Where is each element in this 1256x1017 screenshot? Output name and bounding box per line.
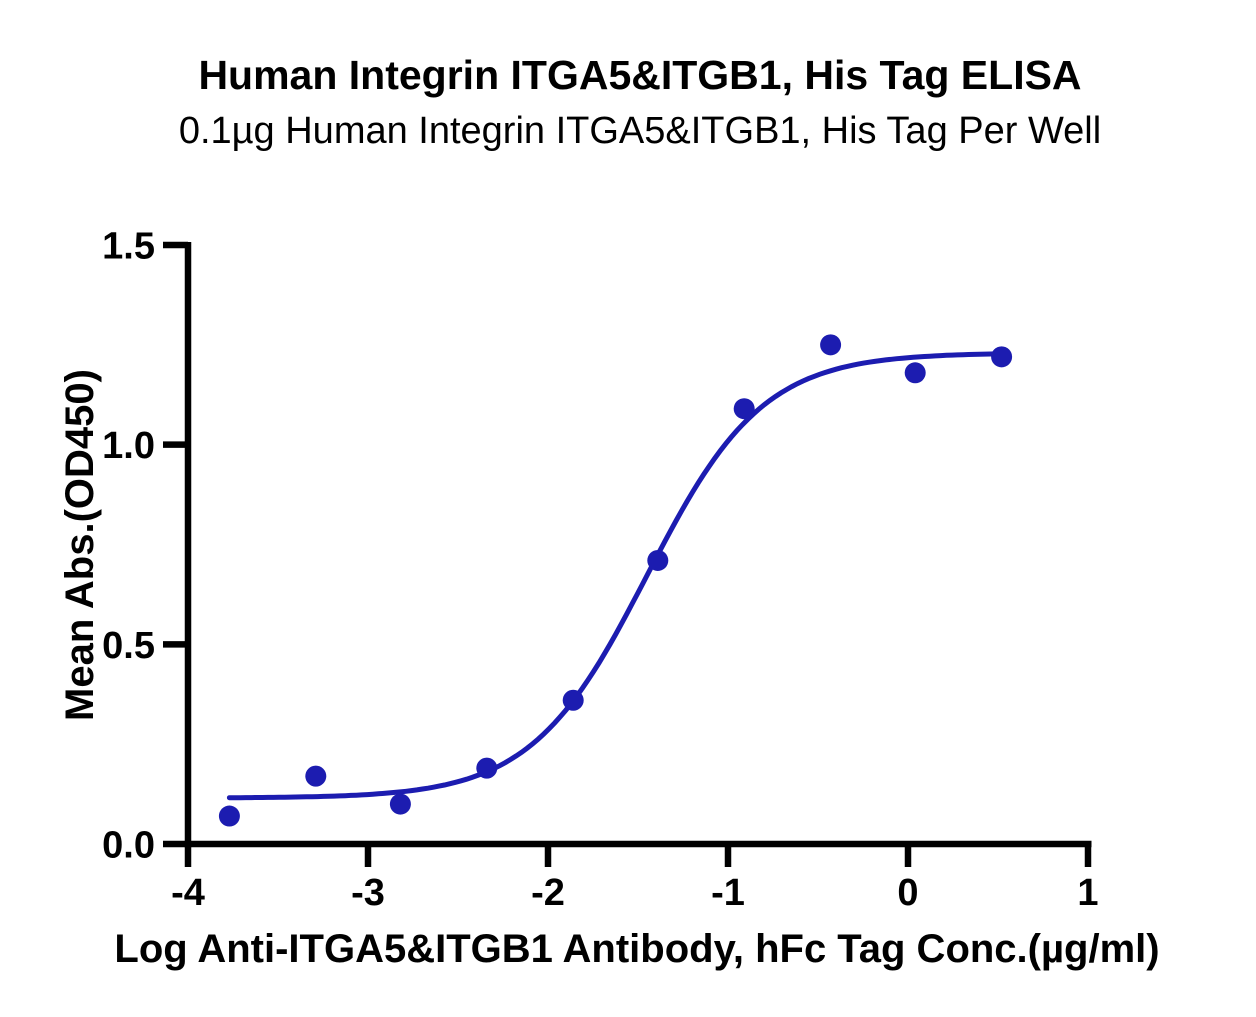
x-tick-label: -3 bbox=[351, 872, 385, 914]
x-axis-label: Log Anti-ITGA5&ITGB1 Antibody, hFc Tag C… bbox=[114, 927, 1159, 971]
data-point bbox=[389, 793, 411, 815]
x-tick-label: -4 bbox=[171, 872, 205, 914]
data-point bbox=[820, 334, 842, 356]
x-tick-label: 0 bbox=[897, 872, 918, 914]
data-points bbox=[218, 334, 1013, 827]
fit-curve-line bbox=[226, 351, 1005, 801]
chart-subtitle: 0.1µg Human Integrin ITGA5&ITGB1, His Ta… bbox=[179, 110, 1101, 152]
data-point bbox=[476, 757, 498, 779]
data-point bbox=[904, 362, 926, 384]
chart-title: Human Integrin ITGA5&ITGB1, His Tag ELIS… bbox=[198, 52, 1081, 98]
tick-labels: -4 -3 -2 -1 0 1 0.0 0.5 1.0 1.5 bbox=[102, 226, 1098, 915]
data-point bbox=[562, 689, 584, 711]
data-point bbox=[733, 398, 755, 420]
y-tick-label: 0.5 bbox=[102, 625, 155, 667]
data-point bbox=[647, 549, 669, 571]
x-tick-label: -1 bbox=[711, 872, 745, 914]
x-tick-label: -2 bbox=[531, 872, 565, 914]
data-point bbox=[218, 805, 240, 827]
y-tick-label: 1.5 bbox=[102, 226, 155, 268]
x-tick-label: 1 bbox=[1077, 872, 1098, 914]
axes bbox=[163, 241, 1092, 867]
data-point bbox=[305, 765, 327, 787]
y-tick-label: 0.0 bbox=[102, 825, 155, 867]
data-point bbox=[991, 346, 1013, 368]
y-axis-label: Mean Abs.(OD450) bbox=[58, 369, 102, 721]
y-tick-label: 1.0 bbox=[102, 425, 155, 467]
